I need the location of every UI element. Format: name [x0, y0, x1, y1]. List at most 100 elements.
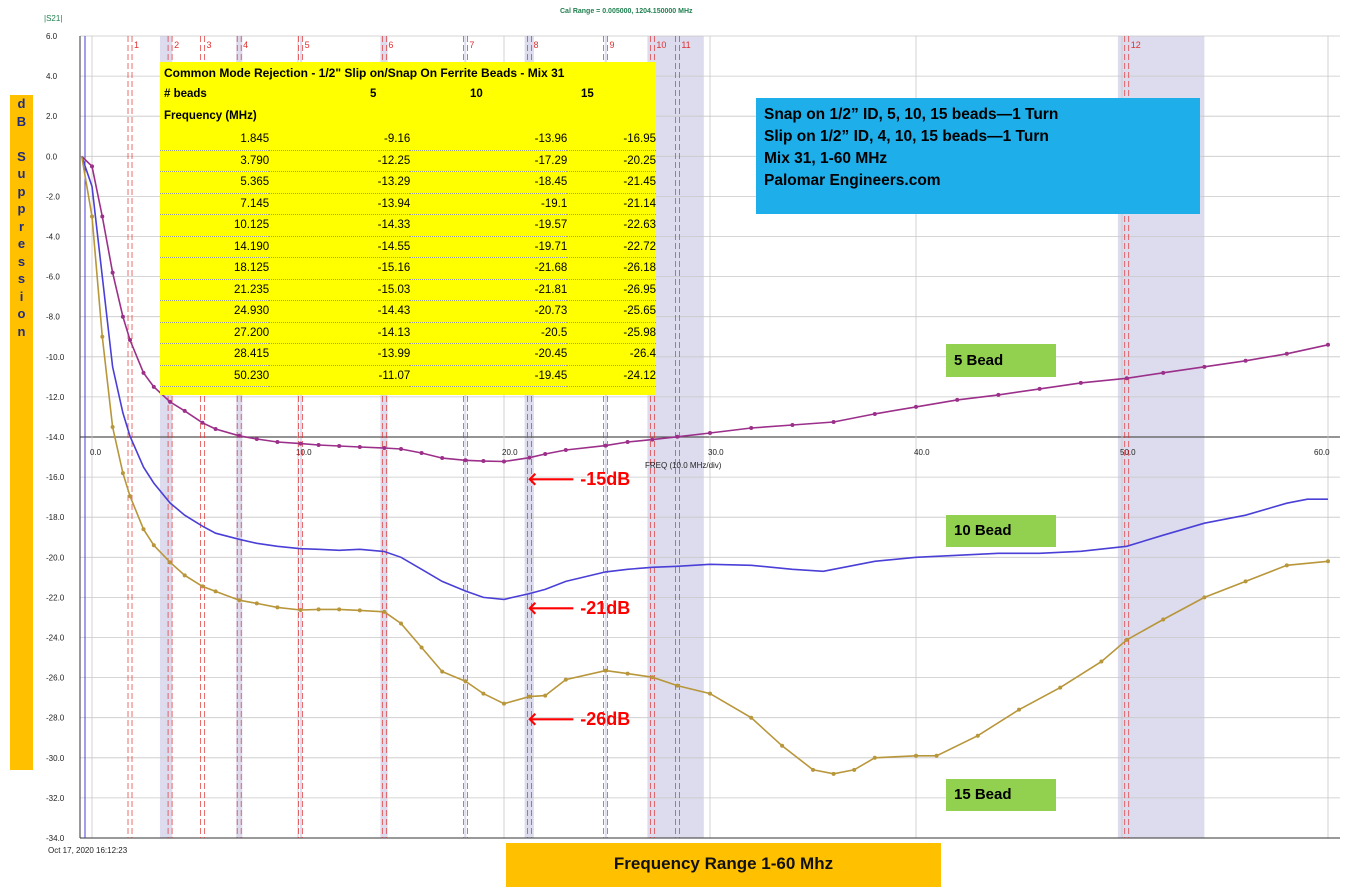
series-point — [1161, 617, 1166, 622]
series-point — [298, 608, 303, 613]
info-box: Snap on 1/2” ID, 5, 10, 15 beads—1 Turn … — [756, 98, 1200, 214]
y-tick-label: -32.0 — [46, 794, 65, 803]
series-point — [168, 560, 173, 565]
cell-value: -18.45 — [410, 171, 568, 194]
series-point — [463, 679, 468, 684]
series-point — [100, 334, 105, 339]
table-row: 7.145 -13.94 -19.1 -21.14 — [160, 193, 656, 215]
series-point — [419, 645, 424, 650]
table-row: 27.200 -14.13 -20.5 -25.98 — [160, 322, 656, 344]
series-point — [603, 668, 608, 673]
series-point — [563, 677, 568, 682]
freq-label: Frequency (MHz) — [164, 110, 257, 122]
series-point — [128, 494, 133, 499]
series-point — [90, 214, 94, 219]
x-tick-label: 10.0 — [296, 448, 312, 457]
series-point — [182, 408, 187, 413]
cell-value: -19.45 — [410, 365, 568, 387]
info-line: Palomar Engineers.com — [764, 172, 941, 189]
marker-label: 3 — [207, 40, 212, 50]
cell-frequency: 21.235 — [160, 279, 270, 301]
y-axis-title: d B S u p p r e s s i o n — [10, 95, 33, 770]
cell-frequency: 1.845 — [160, 129, 270, 151]
series-point — [1037, 386, 1042, 391]
series-point — [337, 607, 342, 612]
series-point — [1124, 637, 1129, 642]
series-point — [254, 601, 259, 606]
series-point — [200, 420, 205, 425]
y-tick-label: -26.0 — [46, 674, 65, 683]
annotation-26db: 🡐 -26dB — [527, 709, 631, 729]
series-point — [213, 426, 218, 431]
y-title-letter: n — [17, 323, 26, 339]
series-point — [934, 753, 939, 758]
series-point — [90, 164, 94, 169]
annotation-21db: 🡐 -21dB — [527, 598, 631, 618]
y-tick-label: 2.0 — [46, 112, 58, 121]
marker-label: 6 — [388, 40, 393, 50]
marker-label: 9 — [610, 40, 615, 50]
series-point — [914, 404, 918, 409]
series-point — [872, 411, 877, 416]
series-point — [1017, 707, 1021, 712]
series-point — [1124, 376, 1129, 381]
table-row: 3.790 -12.25 -17.29 -20.25 — [160, 150, 656, 172]
cell-value: -15.03 — [269, 279, 411, 301]
series-point — [399, 621, 403, 626]
table-row: 5.365 -13.29 -18.45 -21.45 — [160, 171, 656, 194]
series-point — [1243, 358, 1248, 363]
table-row: 28.415 -13.99 -20.45 -26.4 — [160, 343, 656, 366]
series-point — [237, 433, 242, 438]
marker-label: 11 — [681, 40, 690, 50]
series-point — [1202, 364, 1207, 369]
series-point — [543, 693, 548, 698]
beads-label: # beads — [164, 88, 207, 100]
marker-label: 8 — [533, 40, 538, 50]
series-point — [790, 422, 795, 427]
cell-value: -20.25 — [567, 150, 656, 172]
y-tick-label: -8.0 — [46, 313, 60, 322]
series-line — [80, 156, 1329, 775]
y-title-letter: p — [17, 183, 26, 199]
series-point — [1326, 342, 1330, 347]
y-tick-label: 4.0 — [46, 72, 58, 81]
label-5-bead: 5 Bead — [946, 344, 1056, 377]
y-tick-label: -2.0 — [46, 192, 60, 201]
annotation-15db: 🡐 -15dB — [527, 469, 631, 489]
series-point — [1078, 380, 1083, 385]
cell-frequency: 5.365 — [160, 171, 270, 194]
table-row: 10.125 -14.33 -19.57 -22.63 — [160, 214, 656, 237]
series-point — [543, 452, 548, 457]
series-point — [708, 691, 712, 696]
cell-value: -20.45 — [410, 343, 568, 366]
series-point — [675, 683, 680, 688]
series-point — [625, 440, 630, 445]
y-title-letter: o — [17, 306, 26, 321]
y-tick-label: -24.0 — [46, 634, 65, 643]
cell-frequency: 27.200 — [160, 322, 270, 344]
table-row: 50.230 -11.07 -19.45 -24.12 — [160, 365, 656, 387]
series-point — [749, 425, 754, 430]
cell-value: -19.71 — [410, 236, 568, 258]
series-point — [316, 443, 321, 448]
cell-value: -26.18 — [567, 257, 656, 280]
cell-value: -15.16 — [269, 257, 411, 280]
series-point — [749, 715, 754, 720]
cell-value: -24.12 — [567, 365, 656, 387]
cell-value: -9.16 — [269, 129, 411, 151]
cell-value: -13.99 — [269, 343, 411, 366]
y-tick-label: -22.0 — [46, 593, 65, 602]
y-title-letter: e — [17, 236, 26, 251]
y-tick-label: -6.0 — [46, 273, 60, 282]
marker-label: 12 — [1131, 40, 1141, 50]
y-tick-label: -14.0 — [46, 433, 65, 442]
series-point — [337, 444, 342, 449]
y-title-letter: r — [18, 218, 25, 234]
cell-value: -11.07 — [269, 365, 411, 387]
cell-value: -20.5 — [410, 322, 568, 344]
series-line — [80, 156, 1328, 601]
table-row: 1.845 -9.16 -13.96 -16.95 — [160, 129, 656, 151]
table-row: 24.930 -14.43 -20.73 -25.65 — [160, 300, 656, 323]
marker-label: 4 — [243, 40, 248, 50]
cell-frequency: 3.790 — [160, 150, 270, 172]
